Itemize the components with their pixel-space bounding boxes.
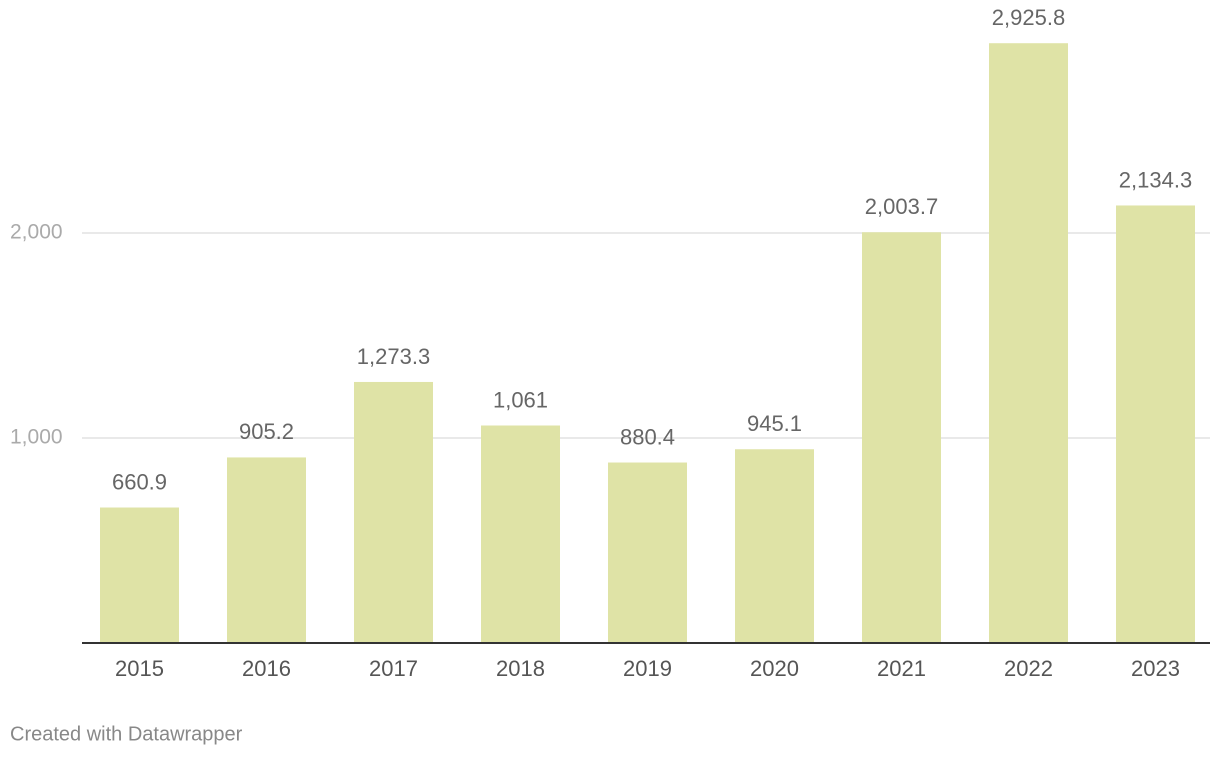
- x-tick-label: 2020: [750, 656, 799, 681]
- x-tick-label: 2023: [1131, 656, 1180, 681]
- bar: [608, 462, 687, 643]
- x-tick-label: 2017: [369, 656, 418, 681]
- x-tick-label: 2018: [496, 656, 545, 681]
- bar: [227, 457, 306, 643]
- y-tick-label: 2,000: [10, 221, 63, 244]
- x-tick-label: 2016: [242, 656, 291, 681]
- value-label: 1,061: [493, 387, 548, 412]
- bar: [100, 507, 179, 643]
- x-tick-label: 2021: [877, 656, 926, 681]
- bar: [735, 449, 814, 643]
- value-label: 2,003.7: [865, 194, 938, 219]
- value-label: 880.4: [620, 424, 675, 449]
- value-label: 2,134.3: [1119, 167, 1192, 192]
- value-label: 1,273.3: [357, 344, 430, 369]
- value-label: 2,925.8: [992, 5, 1065, 30]
- bar: [481, 425, 560, 643]
- credit: Created with Datawrapper: [10, 723, 243, 745]
- y-tick-label: 1,000: [10, 426, 63, 449]
- x-tick-label: 2022: [1004, 656, 1053, 681]
- bar: [989, 43, 1068, 643]
- value-label: 660.9: [112, 469, 167, 494]
- bar: [862, 232, 941, 643]
- value-label: 945.1: [747, 411, 802, 436]
- bar: [1116, 205, 1195, 643]
- x-tick-label: 2019: [623, 656, 672, 681]
- x-tick-label: 2015: [115, 656, 164, 681]
- value-label: 905.2: [239, 419, 294, 444]
- bar: [354, 381, 433, 643]
